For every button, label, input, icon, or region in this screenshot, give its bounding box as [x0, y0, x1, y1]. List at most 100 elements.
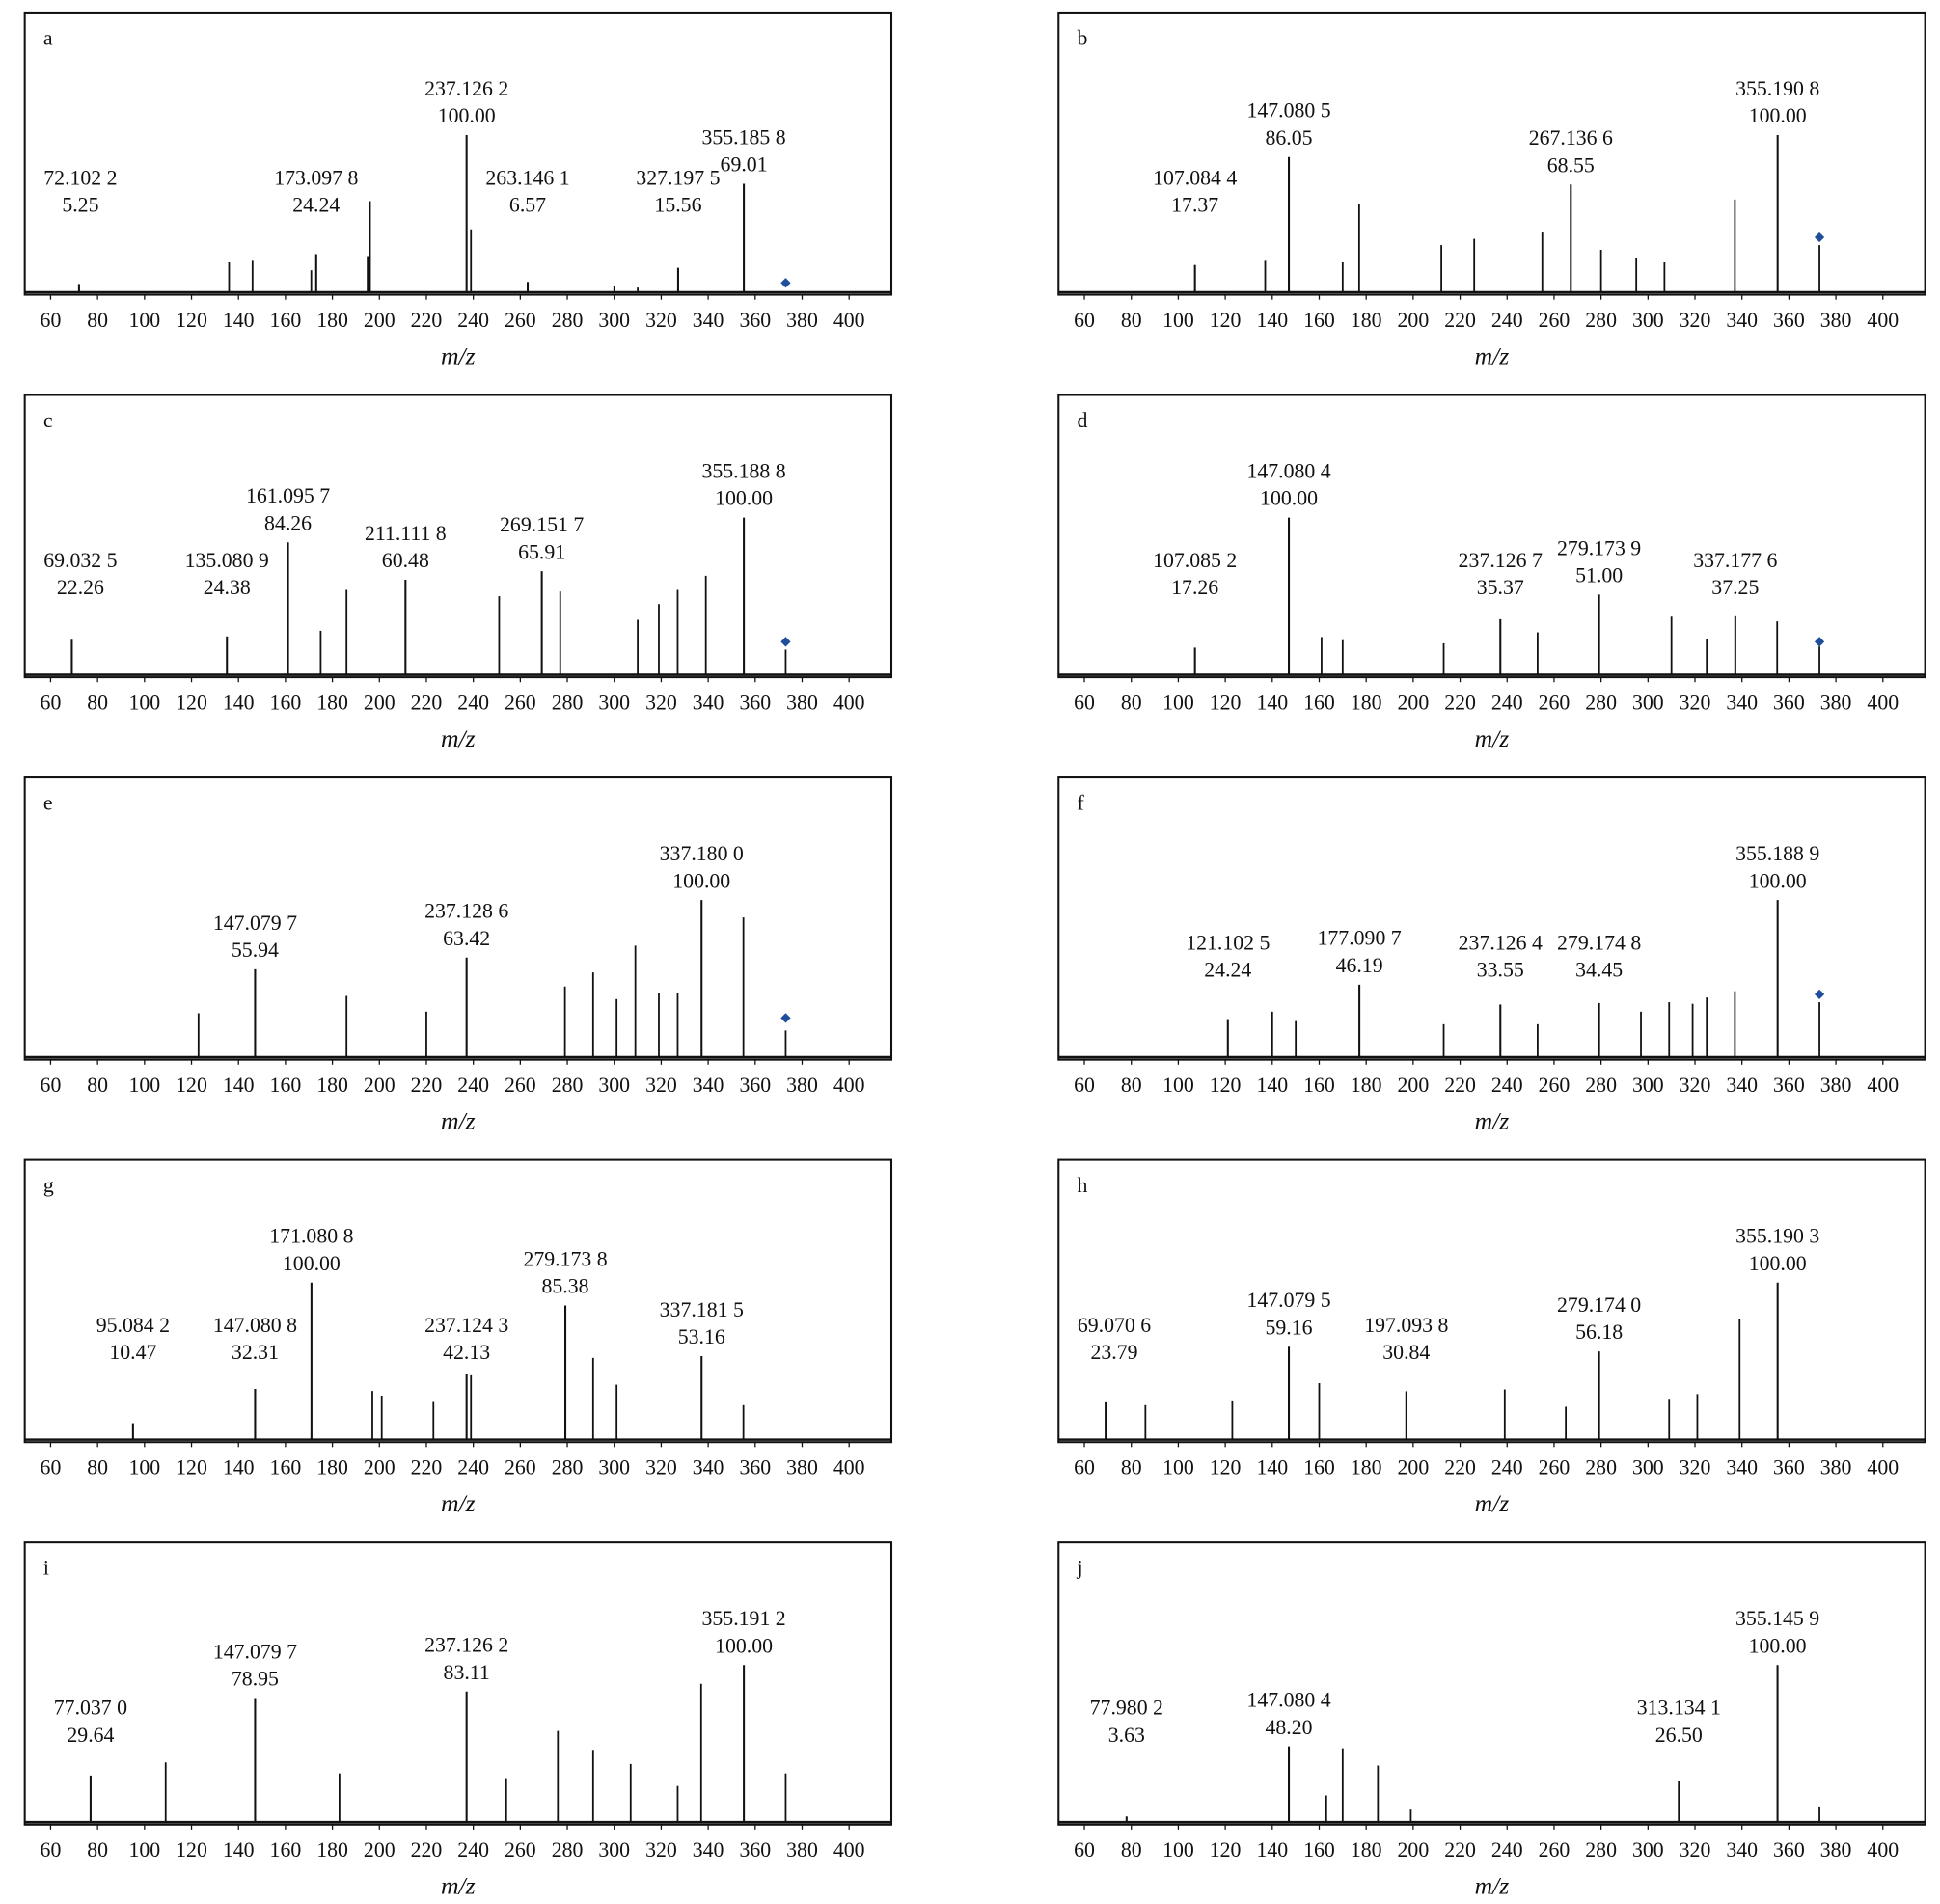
x-tick-label: 120: [176, 691, 207, 714]
x-tick-label: 220: [1444, 691, 1476, 714]
x-tick-label: 80: [1121, 1838, 1142, 1862]
peak-mz-label: 237.124 3: [424, 1314, 508, 1337]
x-tick-label: 260: [505, 1838, 536, 1862]
x-tick-label: 220: [1444, 309, 1476, 332]
peak-intensity-label: 24.24: [292, 194, 340, 217]
x-tick-label: 320: [645, 1838, 677, 1862]
spectrum-panel: e 60 80 100 120 140 160 180 200 220 240 260 280 300 32…: [23, 776, 893, 1135]
x-tick-label: 140: [223, 1838, 255, 1862]
peak-intensity-label: 32.31: [232, 1341, 279, 1364]
peak-intensity-label: 51.00: [1575, 564, 1623, 587]
x-tick-label: 160: [1303, 1456, 1335, 1480]
peak-mz-label: 147.080 8: [213, 1314, 297, 1337]
peak-intensity-label: 84.26: [264, 511, 312, 534]
x-tick-label: 60: [41, 309, 62, 332]
plot-frame: [1057, 11, 1926, 296]
peak-mz-label: 237.128 6: [424, 900, 508, 923]
peak-intensity-label: 34.45: [1575, 959, 1623, 982]
x-tick-label: 320: [645, 691, 677, 714]
x-tick-label: 280: [552, 691, 584, 714]
x-tick-label: 320: [1680, 309, 1711, 332]
panel-label: g: [43, 1174, 54, 1197]
peak-intensity-label: 5.25: [62, 194, 98, 217]
x-tick-label: 160: [1303, 309, 1335, 332]
peak-intensity-label: 3.63: [1108, 1724, 1145, 1747]
peak-mz-label: 197.093 8: [1364, 1314, 1448, 1337]
spectrum-panel: c 60 80 100 120 140 160 180 200 220 240 260 280 300 32…: [23, 394, 893, 752]
x-tick-label: 60: [1074, 1838, 1095, 1862]
peak-mz-label: 237.126 2: [424, 77, 508, 100]
x-tick-label: 200: [364, 1838, 396, 1862]
x-tick-label: 380: [786, 1838, 818, 1862]
peak-intensity-label: 100.00: [715, 487, 773, 510]
x-tick-label: 220: [411, 1074, 443, 1097]
plot-frame: [1057, 1541, 1926, 1826]
x-tick-label: 240: [457, 1074, 489, 1097]
peak-mz-label: 177.090 7: [1318, 927, 1402, 950]
x-tick-label: 340: [693, 1838, 724, 1862]
x-tick-label: 340: [1726, 309, 1758, 332]
x-tick-label: 260: [1539, 1838, 1571, 1862]
x-tick-label: 360: [1773, 1074, 1805, 1097]
x-tick-label: 240: [1491, 1074, 1523, 1097]
peak-mz-label: 269.151 7: [500, 513, 584, 536]
x-tick-label: 80: [87, 1074, 108, 1097]
x-tick-label: 160: [270, 1456, 302, 1480]
x-tick-label: 120: [1210, 1456, 1242, 1480]
x-tick-label: 120: [176, 1074, 207, 1097]
x-tick-label: 140: [1256, 1456, 1288, 1480]
peak-mz-label: 147.079 7: [213, 1640, 297, 1663]
peak-mz-label: 355.188 8: [701, 460, 785, 483]
peak-mz-label: 313.134 1: [1637, 1697, 1721, 1720]
x-tick-label: 220: [1444, 1074, 1476, 1097]
x-tick-label: 220: [1444, 1838, 1476, 1862]
x-tick-label: 220: [1444, 1456, 1476, 1480]
peak-mz-label: 337.180 0: [660, 842, 744, 865]
x-tick-label: 320: [1680, 691, 1711, 714]
precursor-marker: [1814, 231, 1825, 243]
peak-mz-label: 107.084 4: [1153, 166, 1237, 189]
peak-intensity-label: 37.25: [1711, 576, 1759, 599]
x-tick-label: 80: [1121, 691, 1142, 714]
x-tick-label: 400: [1867, 691, 1899, 714]
x-tick-label: 340: [693, 309, 724, 332]
peak-intensity-label: 100.00: [672, 869, 730, 892]
x-tick-label: 100: [1162, 1074, 1194, 1097]
peak-mz-label: 77.980 2: [1090, 1697, 1163, 1720]
peak-intensity-label: 100.00: [438, 104, 496, 127]
x-tick-label: 140: [1256, 691, 1288, 714]
x-tick-label: 360: [1773, 309, 1805, 332]
x-tick-label: 340: [1726, 1456, 1758, 1480]
peak-mz-label: 95.084 2: [96, 1314, 170, 1337]
x-tick-label: 400: [833, 691, 865, 714]
x-tick-label: 80: [87, 1838, 108, 1862]
x-tick-label: 380: [1820, 691, 1852, 714]
peak-mz-label: 337.177 6: [1693, 549, 1777, 572]
x-tick-label: 160: [1303, 691, 1335, 714]
x-tick-label: 300: [1632, 1456, 1664, 1480]
peak-intensity-label: 42.13: [443, 1341, 490, 1364]
x-tick-label: 360: [739, 1838, 771, 1862]
precursor-marker: [1814, 989, 1825, 1000]
x-tick-label: 160: [1303, 1074, 1335, 1097]
x-axis-title: m/z: [441, 1489, 476, 1517]
peak-intensity-label: 59.16: [1266, 1316, 1313, 1339]
x-tick-label: 80: [87, 309, 108, 332]
precursor-marker: [1814, 637, 1825, 647]
x-tick-label: 280: [552, 1838, 584, 1862]
x-tick-label: 120: [176, 1838, 207, 1862]
x-tick-label: 180: [1351, 1074, 1382, 1097]
peak-intensity-label: 69.01: [721, 153, 768, 177]
x-tick-label: 60: [41, 691, 62, 714]
x-tick-label: 100: [128, 691, 160, 714]
peak-intensity-label: 15.56: [654, 194, 701, 217]
x-axis-title: m/z: [1475, 1489, 1510, 1517]
x-tick-label: 80: [87, 1456, 108, 1480]
x-tick-label: 240: [1491, 1838, 1523, 1862]
x-tick-label: 200: [364, 1074, 396, 1097]
x-tick-label: 340: [693, 1074, 724, 1097]
x-tick-label: 120: [176, 1456, 207, 1480]
peak-intensity-label: 56.18: [1575, 1320, 1623, 1344]
plot-frame: [23, 11, 893, 296]
x-tick-label: 280: [1585, 1838, 1617, 1862]
